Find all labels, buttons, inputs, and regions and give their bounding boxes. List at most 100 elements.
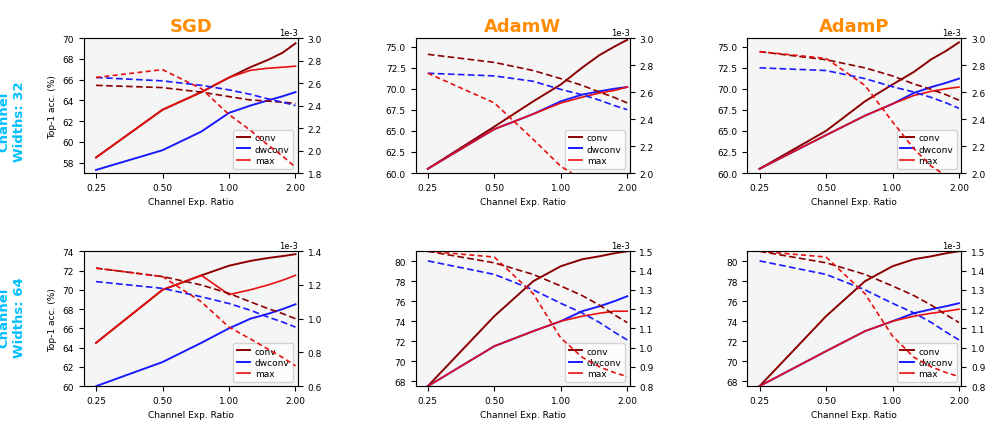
Line: max: max	[428, 88, 627, 169]
dwconv	[422, 167, 434, 172]
Line: max: max	[759, 309, 959, 386]
max	[953, 307, 965, 312]
dwconv	[555, 319, 567, 324]
conv	[621, 38, 633, 43]
max	[422, 167, 434, 172]
dwconv	[90, 384, 102, 389]
dwconv	[594, 89, 605, 95]
max	[90, 155, 102, 161]
dwconv	[157, 360, 169, 365]
Line: conv: conv	[428, 41, 627, 169]
dwconv	[908, 91, 920, 96]
dwconv	[195, 340, 207, 345]
Line: max: max	[759, 88, 959, 169]
Line: max: max	[96, 67, 296, 158]
max	[195, 273, 207, 278]
dwconv	[290, 302, 302, 307]
max	[926, 89, 938, 95]
dwconv	[608, 87, 620, 92]
conv	[608, 251, 620, 256]
conv	[886, 264, 898, 269]
max	[908, 314, 920, 319]
dwconv	[594, 304, 605, 309]
conv	[422, 384, 434, 389]
dwconv	[245, 104, 256, 109]
Legend: conv, dwconv, max: conv, dwconv, max	[234, 343, 293, 382]
max	[262, 66, 274, 72]
dwconv	[576, 93, 588, 98]
conv	[886, 83, 898, 88]
dwconv	[290, 90, 302, 95]
Legend: conv, dwconv, max: conv, dwconv, max	[234, 131, 293, 169]
dwconv	[926, 307, 938, 312]
dwconv	[820, 133, 832, 138]
dwconv	[886, 102, 898, 107]
max	[908, 94, 920, 99]
conv	[223, 76, 235, 81]
Text: 1e-3: 1e-3	[943, 29, 961, 38]
conv	[488, 125, 500, 130]
conv	[621, 249, 633, 254]
Text: 1e-3: 1e-3	[279, 29, 298, 38]
dwconv	[941, 81, 952, 86]
conv	[908, 257, 920, 262]
conv	[245, 259, 256, 264]
dwconv	[621, 85, 633, 90]
conv	[908, 70, 920, 76]
Line: max: max	[96, 276, 296, 343]
Line: dwconv: dwconv	[428, 88, 627, 169]
dwconv	[953, 77, 965, 82]
dwconv	[908, 311, 920, 316]
conv	[422, 167, 434, 172]
dwconv	[886, 319, 898, 324]
conv	[753, 384, 765, 389]
dwconv	[621, 294, 633, 299]
max	[859, 114, 871, 119]
max	[859, 329, 871, 334]
max	[528, 112, 539, 117]
dwconv	[245, 316, 256, 322]
dwconv	[277, 307, 289, 312]
conv	[576, 257, 588, 262]
dwconv	[555, 99, 567, 105]
max	[941, 309, 952, 314]
conv	[941, 49, 952, 54]
X-axis label: Channel Exp. Ratio: Channel Exp. Ratio	[148, 411, 234, 420]
dwconv	[953, 301, 965, 306]
max	[277, 66, 289, 71]
conv	[528, 279, 539, 284]
dwconv	[262, 312, 274, 317]
conv	[195, 273, 207, 278]
Line: dwconv: dwconv	[759, 303, 959, 386]
conv	[195, 90, 207, 95]
dwconv	[859, 114, 871, 119]
Line: dwconv: dwconv	[759, 79, 959, 169]
max	[90, 340, 102, 345]
conv	[262, 256, 274, 261]
dwconv	[528, 329, 539, 334]
conv	[90, 155, 102, 161]
dwconv	[90, 168, 102, 173]
max	[277, 278, 289, 283]
conv	[277, 254, 289, 259]
max	[621, 309, 633, 314]
Text: 1e-3: 1e-3	[279, 241, 298, 250]
dwconv	[422, 384, 434, 389]
dwconv	[608, 299, 620, 304]
dwconv	[223, 111, 235, 116]
max	[488, 344, 500, 349]
dwconv	[488, 127, 500, 132]
max	[576, 95, 588, 101]
conv	[820, 129, 832, 134]
Line: conv: conv	[428, 252, 627, 386]
Text: 1e-3: 1e-3	[943, 241, 961, 250]
conv	[488, 314, 500, 319]
conv	[90, 340, 102, 345]
Title: AdamW: AdamW	[484, 18, 561, 36]
dwconv	[277, 95, 289, 100]
max	[262, 283, 274, 288]
max	[926, 311, 938, 316]
max	[576, 314, 588, 319]
max	[157, 288, 169, 293]
max	[488, 127, 500, 132]
